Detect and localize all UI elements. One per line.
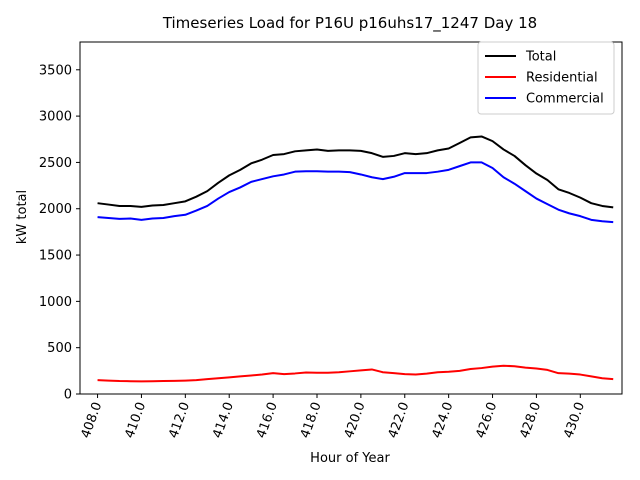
legend-label-commercial: Commercial xyxy=(526,92,604,107)
legend-box xyxy=(477,41,615,115)
y-tick-label: 3000 xyxy=(39,110,72,125)
legend-label-total: Total xyxy=(525,50,556,65)
chart-title: Timeseries Load for P16U p16uhs17_1247 D… xyxy=(162,14,537,33)
series-line-residential xyxy=(97,364,614,383)
legend-label-residential: Residential xyxy=(526,71,598,86)
y-tick-label: 0 xyxy=(64,388,72,403)
y-tick-label: 3500 xyxy=(39,63,72,78)
y-tick-label: 2500 xyxy=(39,156,72,171)
x-axis-label: Hour of Year xyxy=(310,451,390,466)
legend: Total Residential Commercial xyxy=(477,41,615,115)
series-line-total xyxy=(97,135,614,209)
plot-frame xyxy=(79,41,623,395)
series-line-commercial xyxy=(97,161,614,224)
y-tick-label: 1500 xyxy=(39,249,72,264)
y-tick-label: 2000 xyxy=(39,202,72,217)
y-tick-label: 500 xyxy=(47,341,72,356)
y-tick-label: 1000 xyxy=(39,295,72,310)
y-axis-label: kW total xyxy=(15,190,30,244)
